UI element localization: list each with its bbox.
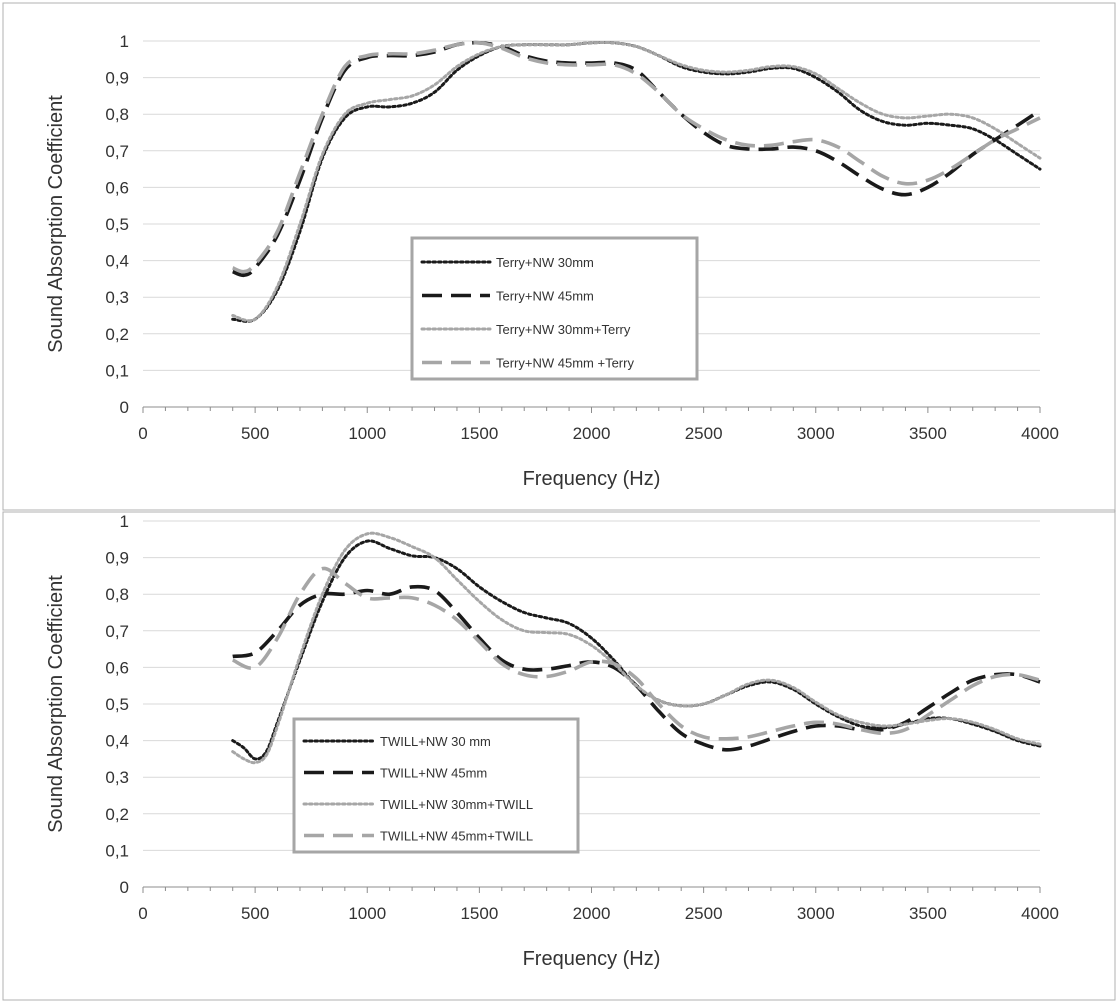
x-tick-label: 1500 (460, 424, 498, 443)
y-tick-label: 0,6 (105, 658, 129, 677)
y-axis-title: Sound Absorption Coefficient (45, 95, 67, 353)
chart-panel-1: 0 0,1 0,2 0,3 0,4 0,5 0,6 0,7 0,8 0,9 1 0 500 1000 150… (2, 2, 1116, 511)
legend-label: TWILL+NW 30 mm (380, 734, 491, 749)
y-tick-label: 0,7 (105, 622, 129, 641)
legend-label: Terry+NW 30mm (496, 255, 594, 270)
x-tick-label: 500 (241, 904, 269, 923)
y-tick-label: 0,4 (105, 732, 129, 751)
legend: TWILL+NW 30 mm TWILL+NW 45mm TWILL+NW 30mm… (292, 717, 580, 854)
x-tick-label: 1000 (348, 904, 386, 923)
y-tick-label: 0 (120, 878, 129, 897)
legend-label: TWILL+NW 45mm (380, 766, 487, 781)
x-tick-label: 2000 (573, 904, 611, 923)
y-tick-label: 0,5 (105, 695, 129, 714)
y-tick-label: 0,6 (105, 178, 129, 197)
chart-frame (2, 511, 1116, 1001)
x-tick-label: 3000 (797, 424, 835, 443)
y-tick-label: 0,3 (105, 768, 129, 787)
y-tick-label: 1 (120, 32, 129, 51)
y-tick-label: 0,7 (105, 142, 129, 161)
legend-label: Terry+NW 30mm+Terry (496, 322, 631, 337)
y-tick-label: 0 (120, 398, 129, 417)
legend-label: TWILL+NW 45mm+TWILL (380, 829, 533, 844)
series-line-4 (231, 566, 1041, 741)
y-tick-label: 0,1 (105, 841, 129, 860)
series-line-3 (231, 40, 1042, 323)
legend-label: Terry+NW 45mm +Terry (496, 356, 634, 371)
legend: Terry+NW 30mm Terry+NW 45mm Terry+NW 30mm+… (410, 236, 699, 381)
x-axis-title: Frequency (Hz) (523, 948, 661, 970)
x-tick-label: 0 (138, 424, 147, 443)
x-tick-label: 2500 (685, 424, 723, 443)
legend-label: Terry+NW 45mm (496, 289, 594, 304)
chart-panel-2: 0 0,1 0,2 0,3 0,4 0,5 0,6 0,7 0,8 0,9 1 0 500 1000 150… (2, 511, 1116, 1001)
y-axis-title: Sound Absorption Coefficient (45, 575, 67, 833)
y-tick-label: 0,3 (105, 288, 129, 307)
y-tick-label: 0,9 (105, 69, 129, 88)
y-tick-label: 1 (120, 512, 129, 531)
y-tick-label: 0,1 (105, 361, 129, 380)
y-tick-label: 0,2 (105, 325, 129, 344)
x-tick-label: 3500 (909, 904, 947, 923)
legend-label: TWILL+NW 30mm+TWILL (380, 797, 533, 812)
x-tick-label: 4000 (1021, 424, 1059, 443)
x-tick-label: 3500 (909, 424, 947, 443)
y-tick-label: 0,4 (105, 252, 129, 271)
x-tick-label: 0 (138, 904, 147, 923)
y-tick-label: 0,8 (105, 585, 129, 604)
y-tick-label: 0,2 (105, 805, 129, 824)
x-axis-title: Frequency (Hz) (523, 468, 661, 490)
y-tick-label: 0,5 (105, 215, 129, 234)
y-tick-label: 0,8 (105, 105, 129, 124)
x-tick-label: 1500 (460, 904, 498, 923)
series-line-2 (232, 40, 1042, 278)
x-tick-label: 4000 (1021, 904, 1059, 923)
x-tick-label: 2000 (573, 424, 611, 443)
x-tick-label: 1000 (348, 424, 386, 443)
x-tick-label: 2500 (685, 904, 723, 923)
y-tick-label: 0,9 (105, 549, 129, 568)
chart-frame (2, 2, 1116, 511)
series-line-4 (232, 40, 1041, 274)
x-tick-label: 3000 (797, 904, 835, 923)
x-tick-label: 500 (241, 424, 269, 443)
